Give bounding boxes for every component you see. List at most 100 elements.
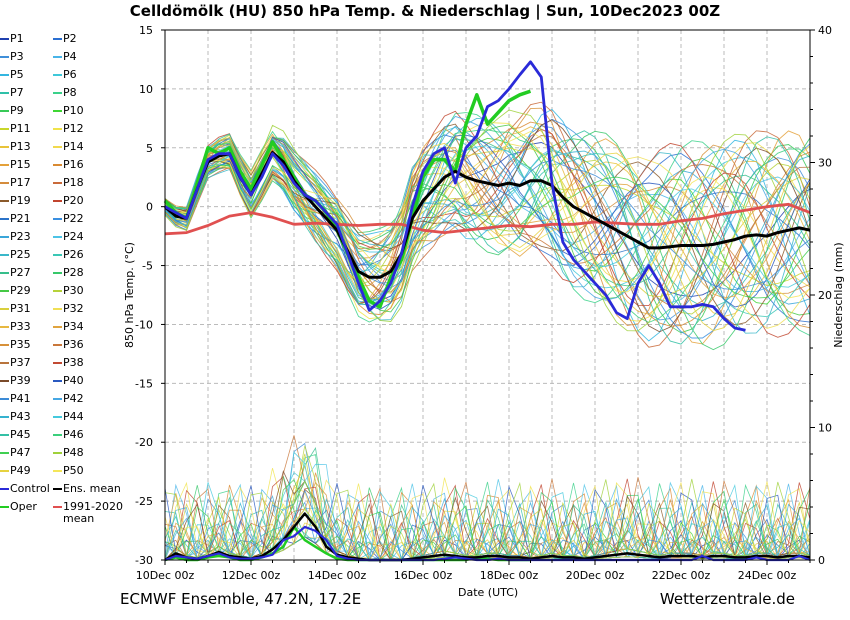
legend-swatch <box>0 128 9 130</box>
y2-axis-ticks: 40 30 20 10 0 <box>810 24 832 567</box>
legend-label: P42 <box>63 392 84 405</box>
legend-swatch <box>53 272 62 274</box>
legend-swatch <box>53 182 62 184</box>
legend-item: P32 <box>53 303 84 315</box>
y-tick-label: -10 <box>135 318 153 331</box>
y-tick-label: 5 <box>146 142 153 155</box>
legend-label: P15 <box>10 158 31 171</box>
legend-swatch <box>0 380 9 382</box>
legend-swatch <box>0 110 9 112</box>
legend-item: P2 <box>53 33 77 45</box>
legend-item: P12 <box>53 123 84 135</box>
legend-item: P5 <box>0 69 24 81</box>
legend-item: P17 <box>0 177 31 189</box>
footer-site: Wetterzentrale.de <box>659 590 795 608</box>
legend-label: P36 <box>63 338 84 351</box>
legend-item: P11 <box>0 123 31 135</box>
legend-item: P47 <box>0 447 31 459</box>
y2-axis-label: Niederschlag (mm) <box>832 242 845 347</box>
legend-label: P13 <box>10 140 31 153</box>
ensemble-member-line <box>164 129 811 323</box>
legend-item: P39 <box>0 375 31 387</box>
legend-label: P46 <box>63 428 84 441</box>
legend-item: P18 <box>53 177 84 189</box>
legend-label: P6 <box>63 68 77 81</box>
legend-swatch <box>0 56 9 58</box>
legend-item: Control <box>0 483 50 495</box>
legend-label: P44 <box>63 410 84 423</box>
legend-label: P7 <box>10 86 24 99</box>
y-tick-label: 10 <box>139 83 153 96</box>
legend-swatch <box>0 290 9 292</box>
legend-swatch <box>0 272 9 274</box>
legend-swatch <box>0 362 9 364</box>
legend-item: P24 <box>53 231 84 243</box>
legend-item: P22 <box>53 213 84 225</box>
legend-label: P24 <box>63 230 84 243</box>
legend-swatch <box>0 434 9 436</box>
legend-swatch <box>0 344 9 346</box>
y-tick-label: -20 <box>135 436 153 449</box>
ensemble-precip-line <box>164 478 811 561</box>
legend-label: P20 <box>63 194 84 207</box>
x-axis-label: Date (UTC) <box>458 586 519 599</box>
ensemble-member-line <box>164 101 811 348</box>
legend-label: P10 <box>63 104 84 117</box>
legend-swatch <box>53 236 62 238</box>
legend-label: P45 <box>10 428 31 441</box>
legend-item: P45 <box>0 429 31 441</box>
legend-swatch <box>0 218 9 220</box>
legend-swatch <box>53 56 62 58</box>
legend-label: Control <box>10 482 50 495</box>
legend-item: P33 <box>0 321 31 333</box>
ensemble-member-line <box>164 141 811 299</box>
legend-label: P41 <box>10 392 31 405</box>
legend-item: Ens. mean <box>53 483 121 495</box>
legend-swatch <box>0 506 9 508</box>
ensemble-member-line <box>164 130 811 351</box>
legend-swatch <box>53 362 62 364</box>
ensemble-member-line <box>164 107 811 329</box>
legend-label: P28 <box>63 266 84 279</box>
legend-swatch <box>0 254 9 256</box>
legend-item: P37 <box>0 357 31 369</box>
legend-label: P16 <box>63 158 84 171</box>
legend-label: P34 <box>63 320 84 333</box>
legend-item: P19 <box>0 195 31 207</box>
legend-swatch <box>53 110 62 112</box>
legend-label: P30 <box>63 284 84 297</box>
legend-item: P36 <box>53 339 84 351</box>
x-tick-label: 24Dec 00z <box>738 569 797 582</box>
y-axis-ticks: 15 10 5 0 -5 -10 -15 -20 -25 -30 <box>135 24 165 567</box>
legend-label: P40 <box>63 374 84 387</box>
legend-swatch <box>0 92 9 94</box>
legend-label: P47 <box>10 446 31 459</box>
legend-item: P7 <box>0 87 24 99</box>
legend-label: P12 <box>63 122 84 135</box>
ensemble-member-line <box>164 138 811 303</box>
y-tick-label: 15 <box>139 24 153 37</box>
legend-label: P43 <box>10 410 31 423</box>
ensemble-member-line <box>164 134 811 310</box>
y-axis-label: 850 hPa Temp. (°C) <box>123 242 136 348</box>
legend-label: 1991-2020 mean <box>63 500 123 525</box>
legend-label: P32 <box>63 302 84 315</box>
legend-swatch <box>0 74 9 76</box>
legend-label: P37 <box>10 356 31 369</box>
legend-item: P4 <box>53 51 77 63</box>
legend-swatch <box>53 380 62 382</box>
legend-item: P28 <box>53 267 84 279</box>
legend-swatch <box>53 74 62 76</box>
legend-swatch <box>53 488 62 490</box>
ensemble-member-line <box>164 138 811 304</box>
x-tick-label: 12Dec 00z <box>222 569 281 582</box>
ensemble-lines <box>164 101 811 351</box>
legend: P1 P2 P3 P4 P5 P6 P7 P8 P9 P10 P11 P12 P13 P14 P15 P16 P… <box>0 33 135 553</box>
legend-item: P6 <box>53 69 77 81</box>
legend-item: P16 <box>53 159 84 171</box>
ensemble-member-line <box>164 138 811 334</box>
legend-swatch <box>53 344 62 346</box>
legend-swatch <box>0 308 9 310</box>
legend-item: P14 <box>53 141 84 153</box>
legend-item: P8 <box>53 87 77 99</box>
